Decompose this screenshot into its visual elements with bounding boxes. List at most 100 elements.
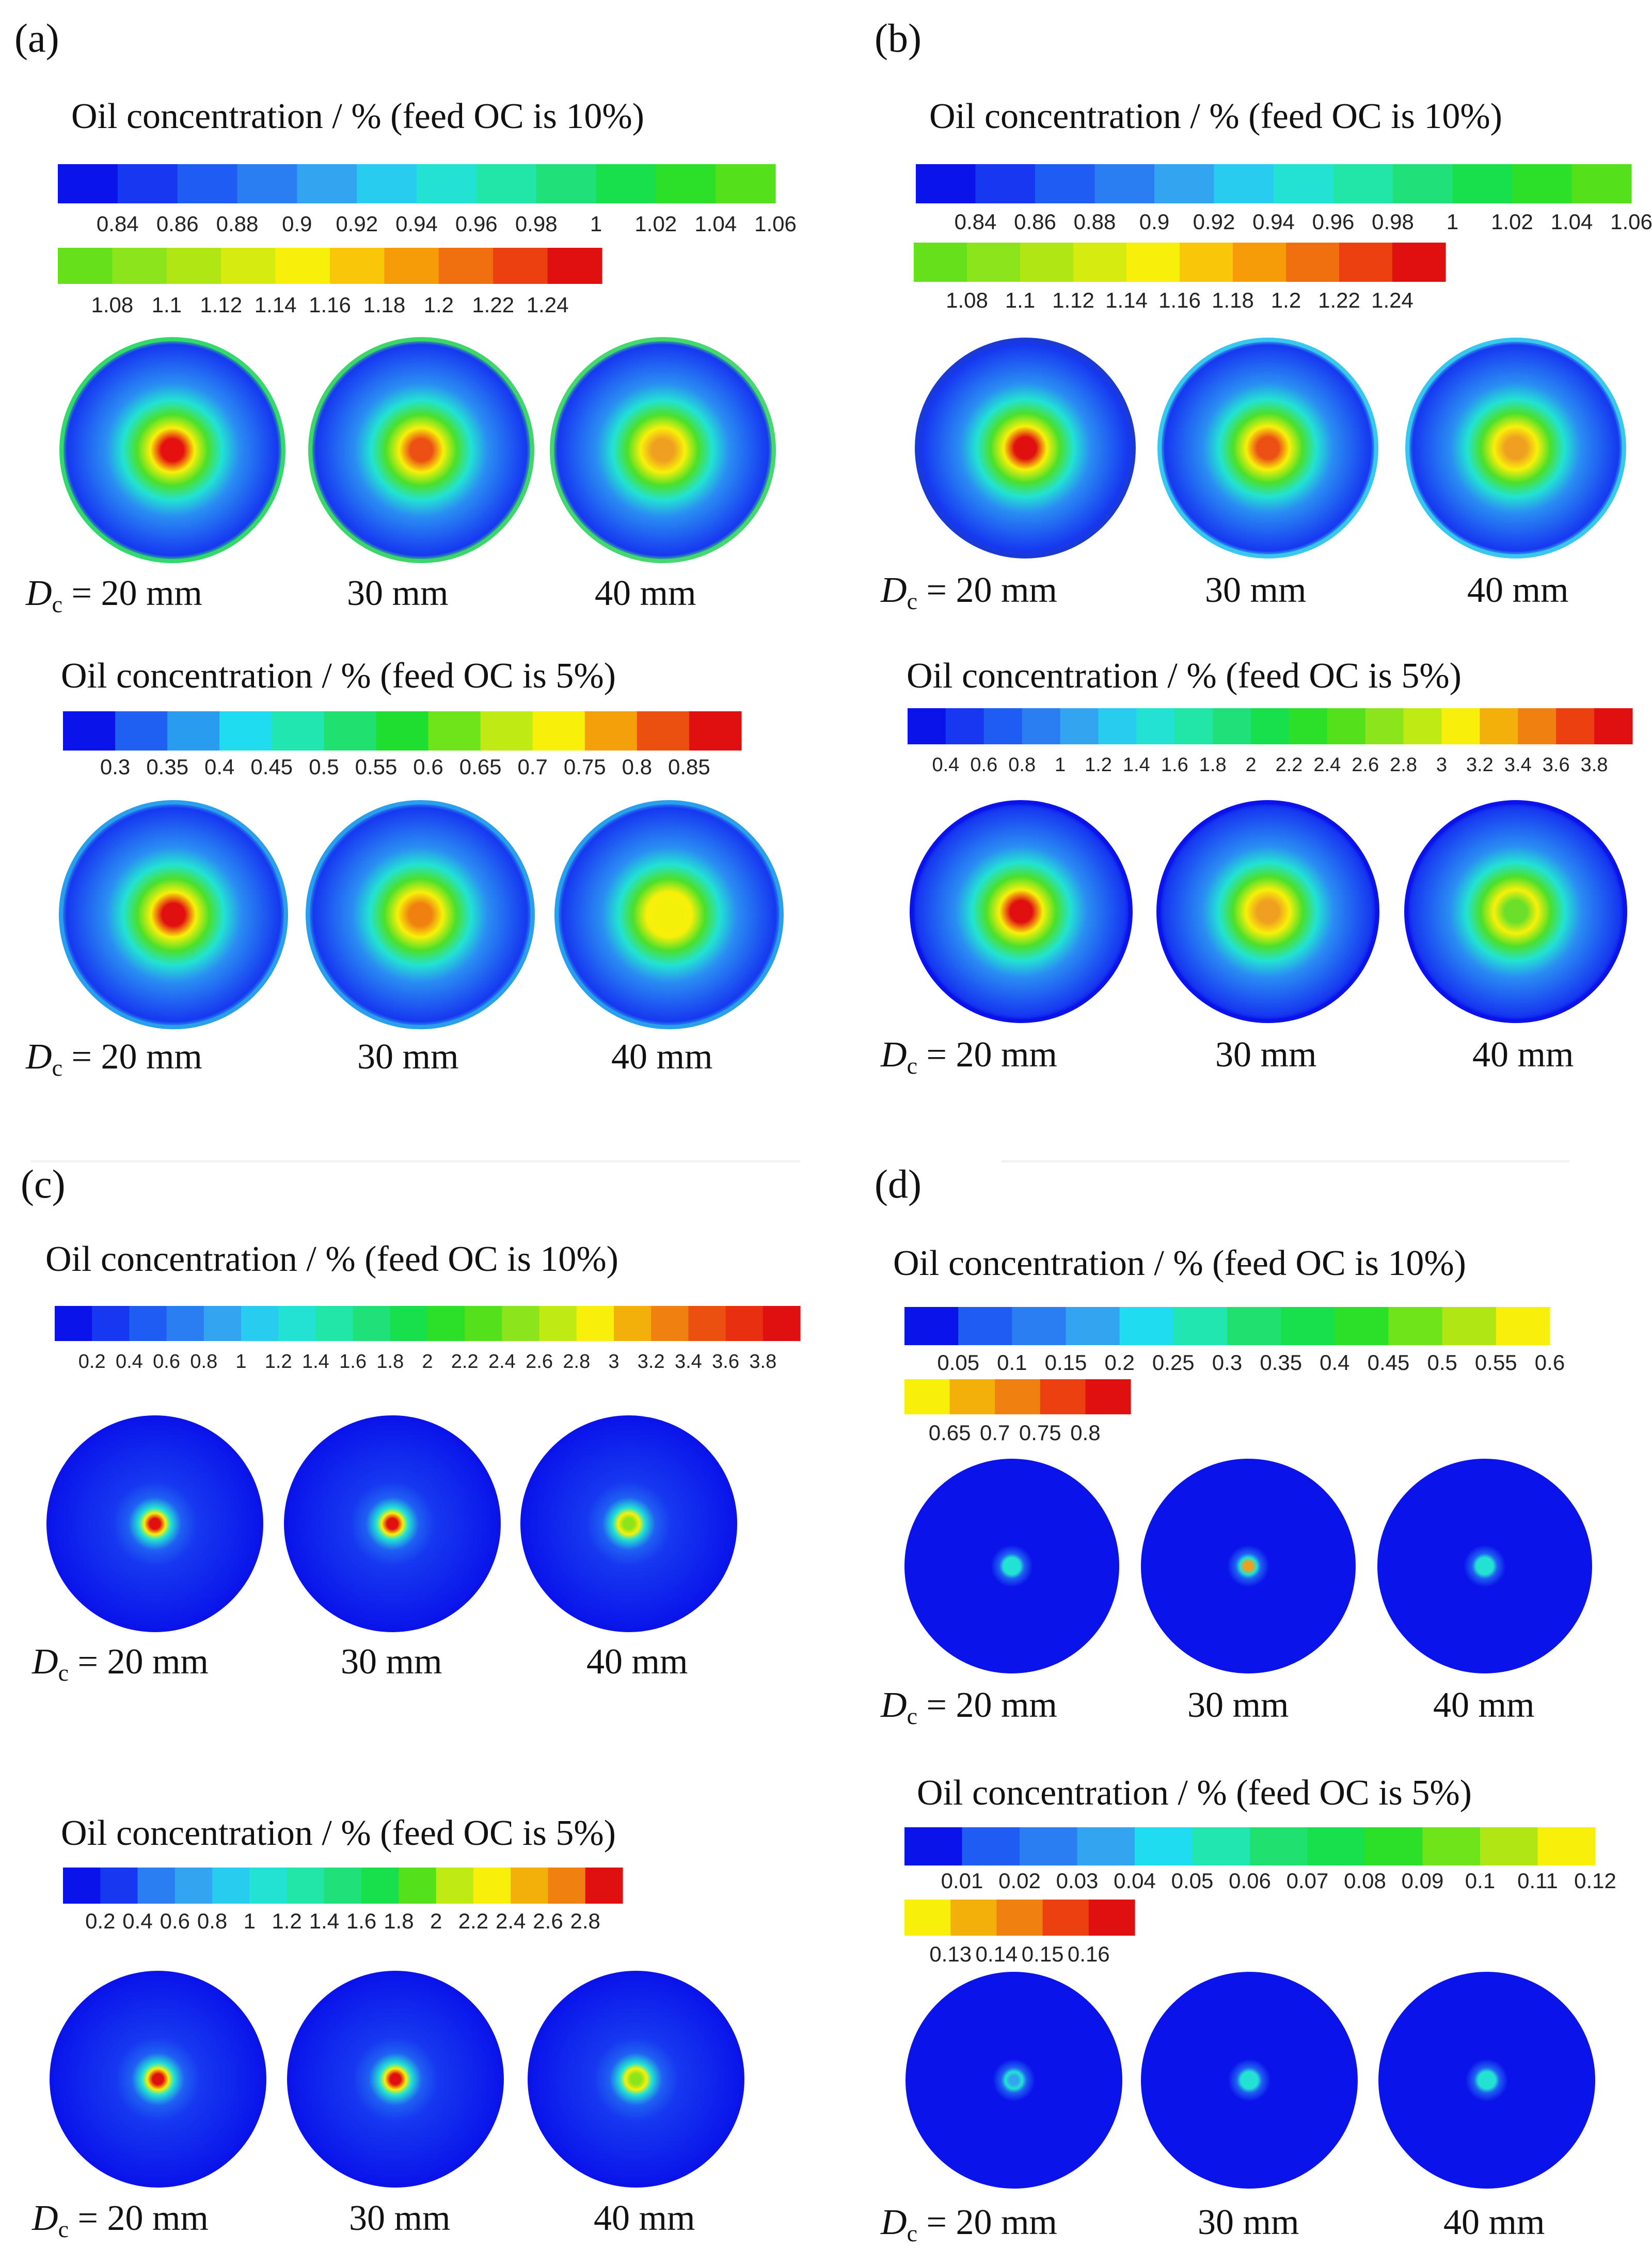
colorbar-swatch [203,1306,242,1341]
contour-circle [59,337,285,563]
colorbar-swatch [493,248,548,284]
colorbar-swatch [473,1868,511,1904]
colorbar-tick-label: 1.24 [527,293,569,317]
colorbar-swatch [1119,1307,1174,1345]
colorbar-tick-label: 1.8 [384,1909,414,1933]
colorbar-tick-label: 0.12 [1574,1869,1616,1893]
colorbar-tick-label: 0.3 [100,755,130,779]
colorbar-swatch [689,711,742,751]
colorbar-swatch [576,1306,614,1341]
colorbar-tick-label: 0.65 [459,755,502,779]
colorbar-tick-label: 1.1 [152,293,182,317]
panel-label: (c) [21,1161,66,1206]
colorbar-swatch [249,1868,288,1904]
contour-circle [1156,800,1379,1023]
colorbar-swatch [1333,164,1393,203]
colorbar-swatch [357,164,417,203]
colorbar-tick-label: 0.9 [1139,210,1169,234]
colorbar-swatch [275,248,330,284]
colorbar-tick-label: 2.4 [496,1909,526,1933]
colorbar-tick-label: 0.6 [160,1909,190,1933]
colorbar-swatch [1136,708,1175,744]
colorbar-swatch [688,1306,726,1341]
colorbar-tick-label: 1.02 [634,212,677,236]
colorbar-swatch [502,1306,540,1341]
colorbar-tick-label: 0.4 [122,1909,152,1933]
colorbar-swatch [315,1306,354,1341]
colorbar-swatch [904,1307,959,1345]
panel-label: (d) [875,1161,922,1206]
colorbar-swatch [55,1306,92,1341]
colorbar-swatch [1496,1307,1550,1345]
colorbar-swatch [137,1868,176,1904]
contour-circle [308,337,534,563]
diameter-label: Dc = 20 mm [880,1685,1057,1729]
colorbar-swatch [656,164,716,203]
colorbar-tick-label: 1.4 [1123,754,1150,776]
colorbar-tick-label: 0.88 [1074,210,1116,234]
colorbar-swatch [324,1868,362,1904]
colorbar-swatch [536,164,597,203]
colorbar-tick-label: 0.7 [980,1421,1010,1445]
colorbar-swatch [1512,164,1572,203]
colorbar-swatch [1040,1379,1086,1414]
colorbar-swatch [92,1306,130,1341]
colorbar-tick-label: 0.16 [1068,1942,1110,1966]
colorbar-swatch [63,1868,101,1904]
colorbar-swatch [995,1379,1041,1414]
colorbar-tick-label: 0.13 [929,1942,972,1966]
colorbar-tick-label: 0.5 [1427,1350,1457,1375]
colorbar-tick-label: 3.6 [712,1351,739,1373]
colorbar-swatch [390,1306,428,1341]
colorbar-tick-label: 0.3 [1212,1350,1242,1375]
colorbar-swatch [272,711,324,751]
colorbar-tick-label: 0.96 [455,212,498,236]
colorbar-tick-label: 2.6 [533,1909,563,1933]
colorbar-swatch [585,1868,623,1904]
colorbar-swatch [1480,1827,1538,1865]
colorbar-tick-label: 2 [430,1909,442,1933]
colorbar-swatch [1286,243,1340,282]
colorbar-swatch [1192,1827,1250,1865]
colorbar-tick-label: 0.84 [97,212,139,236]
colorbar-swatch [1012,1307,1067,1345]
colorbar-tick-label: 1.12 [1052,288,1094,312]
diameter-label: 30 mm [1198,2203,1299,2242]
colorbar-tick-label: 0.8 [1070,1421,1100,1445]
colorbar-swatch [725,1306,764,1341]
colorbar-swatch [166,248,221,284]
contour-circle [1157,338,1378,559]
colorbar-swatch [480,711,533,751]
colorbar-swatch [532,711,585,751]
diameter-label: 40 mm [1433,1685,1534,1725]
colorbar-tick-label: 1.24 [1371,288,1413,312]
colorbar-swatch [1154,164,1215,203]
colorbar-tick-label: 0.07 [1286,1869,1329,1893]
colorbar-tick-label: 2 [1246,754,1257,776]
colorbar-tick-label: 2.8 [570,1909,600,1933]
colorbar-tick-label: 2.4 [1313,754,1341,776]
colorbar-swatch [1073,243,1127,282]
colorbar-title: Oil concentration / % (feed OC is 10%) [929,97,1502,136]
colorbar-tick-label: 3.2 [1466,754,1494,776]
colorbar-swatch [1571,164,1632,203]
colorbar-swatch [511,1868,549,1904]
colorbar-swatch [1020,1827,1078,1865]
colorbar-swatch [221,248,276,284]
colorbar-swatch [950,1900,997,1936]
colorbar-tick-label: 1.04 [1551,210,1593,234]
colorbar-tick-label: 3.6 [1543,754,1570,776]
diameter-label: Dc = 20 mm [25,573,202,617]
colorbar-swatch [996,1900,1043,1936]
diameter-label: 30 mm [357,1037,458,1077]
colorbar-tick-label: 0.6 [413,755,443,779]
colorbar-tick-label: 1 [1447,210,1458,234]
colorbar-tick-label: 3 [608,1351,619,1373]
contour-circle [904,1459,1119,1673]
colorbar-swatch [58,248,113,284]
colorbar-swatch [1042,1900,1089,1936]
colorbar-swatch [428,711,481,751]
colorbar-swatch [1393,164,1453,203]
colorbar-tick-label: 1.14 [255,293,297,317]
contour-circle [1405,338,1626,559]
